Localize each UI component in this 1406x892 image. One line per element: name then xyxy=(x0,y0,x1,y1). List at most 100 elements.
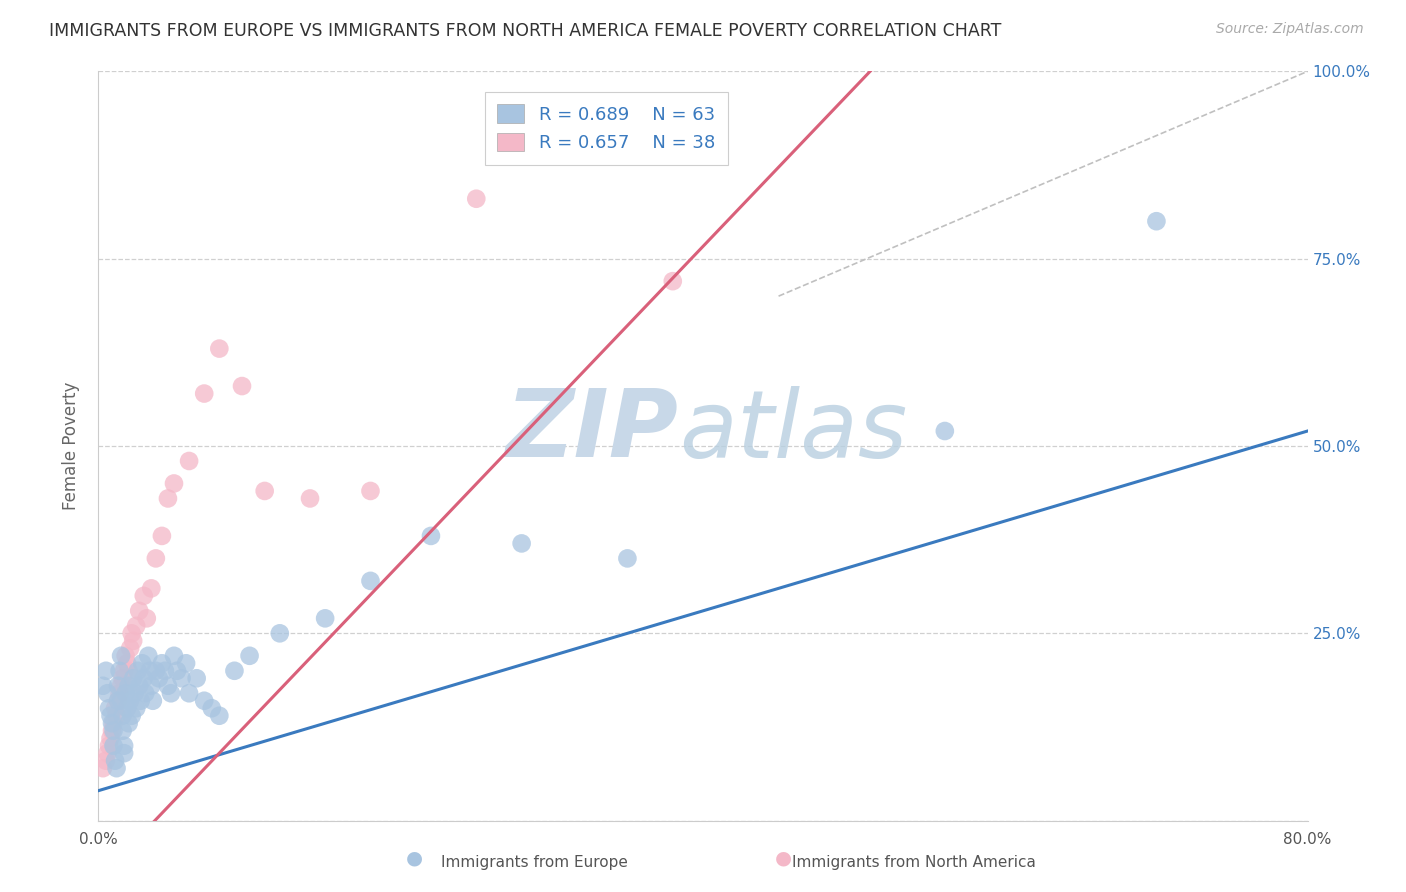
Point xyxy=(94,664,117,678)
Point xyxy=(141,582,163,596)
Point xyxy=(105,708,128,723)
Point xyxy=(91,761,114,775)
Point xyxy=(91,679,114,693)
Point xyxy=(135,611,157,625)
Point xyxy=(108,664,131,678)
Point xyxy=(96,686,118,700)
Text: Immigrants from Europe: Immigrants from Europe xyxy=(441,855,627,870)
Point xyxy=(163,648,186,663)
Point xyxy=(111,708,134,723)
Point xyxy=(122,633,145,648)
Point xyxy=(208,708,231,723)
Text: ZIP: ZIP xyxy=(506,385,679,477)
Point xyxy=(107,694,129,708)
Point xyxy=(127,664,149,678)
Y-axis label: Female Poverty: Female Poverty xyxy=(62,382,80,510)
Point xyxy=(115,701,138,715)
Point xyxy=(118,679,141,693)
Point xyxy=(114,648,136,663)
Point xyxy=(148,671,170,685)
Point xyxy=(118,716,141,731)
Point xyxy=(934,424,956,438)
Point xyxy=(120,694,142,708)
Legend: R = 0.689    N = 63, R = 0.657    N = 38: R = 0.689 N = 63, R = 0.657 N = 38 xyxy=(485,92,728,165)
Point xyxy=(208,342,231,356)
Point xyxy=(120,641,142,656)
Point xyxy=(166,664,188,678)
Point xyxy=(156,679,179,693)
Point xyxy=(129,694,152,708)
Text: ●: ● xyxy=(775,848,792,867)
Point xyxy=(510,536,533,550)
Point xyxy=(142,694,165,708)
Point xyxy=(122,671,145,685)
Point xyxy=(125,701,148,715)
Point xyxy=(314,611,336,625)
Point xyxy=(128,604,150,618)
Point xyxy=(661,274,683,288)
Point xyxy=(134,686,156,700)
Point xyxy=(107,694,129,708)
Point xyxy=(103,723,125,738)
Point xyxy=(231,379,253,393)
Point xyxy=(100,708,122,723)
Text: ●: ● xyxy=(406,848,423,867)
Point xyxy=(96,746,118,760)
Point xyxy=(269,626,291,640)
Point xyxy=(131,657,153,671)
Point xyxy=(141,679,163,693)
Point xyxy=(174,657,197,671)
Point xyxy=(616,551,638,566)
Point xyxy=(114,686,136,700)
Point xyxy=(224,664,246,678)
Point xyxy=(170,671,193,685)
Point xyxy=(186,671,208,685)
Point xyxy=(115,657,138,671)
Point xyxy=(239,648,262,663)
Text: IMMIGRANTS FROM EUROPE VS IMMIGRANTS FROM NORTH AMERICA FEMALE POVERTY CORRELATI: IMMIGRANTS FROM EUROPE VS IMMIGRANTS FRO… xyxy=(49,22,1001,40)
Point xyxy=(145,551,167,566)
Point xyxy=(110,694,132,708)
Point xyxy=(253,483,276,498)
Point xyxy=(193,694,215,708)
Point xyxy=(121,708,143,723)
Point xyxy=(193,386,215,401)
Point xyxy=(145,664,167,678)
Point xyxy=(108,686,131,700)
Point xyxy=(132,589,155,603)
Text: Immigrants from North America: Immigrants from North America xyxy=(792,855,1036,870)
Point xyxy=(132,671,155,685)
Point xyxy=(112,739,135,753)
Point xyxy=(110,648,132,663)
Point xyxy=(104,701,127,715)
Point xyxy=(103,739,125,753)
Point xyxy=(299,491,322,506)
Point xyxy=(118,664,141,678)
Point xyxy=(112,664,135,678)
Point xyxy=(160,686,183,700)
Point xyxy=(124,686,146,700)
Point xyxy=(112,746,135,760)
Point xyxy=(360,574,382,588)
Point xyxy=(360,483,382,498)
Point xyxy=(150,529,173,543)
Point xyxy=(107,679,129,693)
Point xyxy=(179,454,201,468)
Point xyxy=(98,739,121,753)
Point xyxy=(105,761,128,775)
Point xyxy=(136,648,159,663)
Point xyxy=(121,626,143,640)
Point xyxy=(163,476,186,491)
Point xyxy=(103,716,125,731)
Point xyxy=(153,664,176,678)
Point xyxy=(110,679,132,693)
Point xyxy=(104,754,127,768)
Text: Source: ZipAtlas.com: Source: ZipAtlas.com xyxy=(1216,22,1364,37)
Text: atlas: atlas xyxy=(679,385,907,476)
Point xyxy=(139,664,162,678)
Point xyxy=(150,657,173,671)
Point xyxy=(98,701,121,715)
Point xyxy=(101,716,124,731)
Point xyxy=(201,701,224,715)
Point xyxy=(125,619,148,633)
